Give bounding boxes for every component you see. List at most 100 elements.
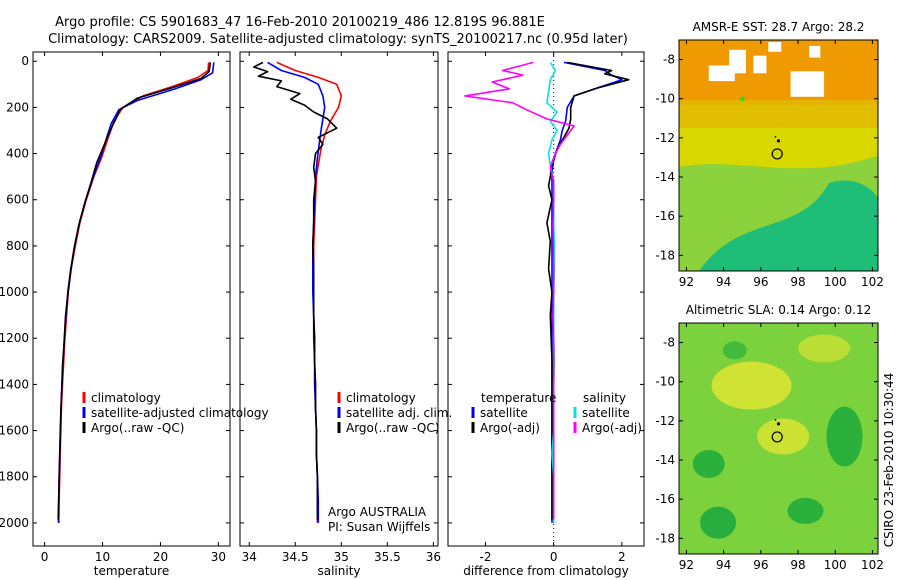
x-tick-label: 102: [861, 275, 884, 289]
y-tick-label: -10: [655, 92, 675, 106]
sst-map-title: AMSR-E SST: 28.7 Argo: 28.2: [693, 20, 865, 34]
x-tick-label: 98: [790, 558, 805, 572]
series-line-temperature-satellite: [551, 61, 623, 523]
legend-label: Argo(..raw -QC): [346, 421, 439, 435]
salinity-panel: 34 34.5 35 35.5 36 salinity climatologysatelli…: [239, 51, 452, 578]
y-tick-label: -16: [655, 492, 675, 506]
sla-low-region: [787, 497, 824, 524]
previous-position-marker: [774, 419, 777, 421]
annotation-text: Argo AUSTRALIA: [328, 505, 427, 519]
sst-map-frame: [678, 39, 879, 272]
x-tick-label: 94: [716, 275, 731, 289]
sst-missing-data-patch: [753, 55, 767, 74]
salinity-axes-frame: [239, 51, 439, 547]
sla-map-panel: 92 94 96 98 100 102 -8 -10 -12 -14 -16 -18 Altimetri…: [655, 303, 883, 572]
x-tick-label: 100: [824, 558, 847, 572]
sst-green-pixel: [740, 96, 745, 101]
y-tick-label: 2000: [0, 516, 29, 530]
sla-high-region: [798, 334, 851, 363]
sla-map-frame: [678, 322, 879, 555]
credit-text: CSIRO 23-Feb-2010 10:30:44: [882, 373, 896, 548]
sla-low-region: [700, 506, 737, 539]
previous-position-marker: [776, 139, 781, 143]
y-tick-label: 1600: [0, 424, 29, 438]
x-tick-label: 2: [618, 550, 626, 564]
title-line-2: Climatology: CARS2009. Satellite-adjuste…: [48, 32, 628, 47]
y-tick-label: -8: [663, 53, 675, 67]
sst-missing-data-patch: [729, 49, 746, 74]
x-tick-label: 35: [334, 550, 349, 564]
x-tick-label: 10: [95, 550, 110, 564]
difference-xlabel: difference from climatology: [463, 564, 629, 578]
y-tick-label: 1800: [0, 470, 29, 484]
sst-missing-data-patch: [768, 41, 782, 52]
y-tick-label: -14: [655, 453, 675, 467]
legend-label: Argo(..raw -QC): [91, 421, 184, 435]
x-tick-label: 102: [861, 558, 884, 572]
y-tick-label: -18: [655, 531, 675, 545]
legend-label: Argo(-adj): [480, 421, 540, 435]
x-tick-label: 34: [242, 550, 257, 564]
sst-missing-data-patch: [809, 45, 821, 58]
sla-map-title: Altimetric SLA: 0.14 Argo: 0.12: [686, 303, 871, 317]
argo-position-marker: [771, 148, 783, 160]
y-tick-label: -12: [655, 414, 675, 428]
title-line-1: Argo profile: CS 5901683_47 16-Feb-2010 …: [55, 15, 545, 30]
temperature-xlabel: temperature: [94, 564, 169, 578]
series-line-satellite-adjusted-climatology: [57, 62, 215, 523]
temperature-axes-frame: [32, 51, 231, 547]
x-tick-label: 0: [550, 550, 558, 564]
series-line-temperature-argo-adj: [546, 61, 630, 520]
x-tick-label: 94: [716, 558, 731, 572]
y-tick-label: -12: [655, 131, 675, 145]
legend-label: satellite adj. clim.: [346, 406, 452, 420]
y-tick-label: 200: [6, 100, 29, 114]
legend-title: salinity: [583, 391, 626, 405]
y-tick-label: 1200: [0, 331, 29, 345]
x-tick-label: 96: [753, 558, 768, 572]
sla-low-region: [826, 406, 863, 467]
temperature-panel: 0 10 20 30 0 200 400 600 800 1000 1200 1400 1600 1800…: [0, 51, 269, 578]
salinity-xlabel: salinity: [317, 564, 360, 578]
x-tick-label: 92: [679, 558, 694, 572]
y-tick-label: -14: [655, 170, 675, 184]
y-tick-label: 800: [6, 239, 29, 253]
x-tick-label: 92: [679, 275, 694, 289]
legend-label: climatology: [91, 391, 161, 405]
previous-position-marker: [774, 136, 777, 138]
x-tick-label: 30: [211, 550, 226, 564]
x-tick-label: 34.5: [282, 550, 309, 564]
legend-title: temperature: [481, 391, 556, 405]
y-tick-label: 1400: [0, 377, 29, 391]
series-line-salinity-argo-adj: [464, 61, 575, 520]
x-tick-label: 100: [824, 275, 847, 289]
y-tick-label: 600: [6, 193, 29, 207]
argo-position-marker: [771, 431, 783, 443]
series-line-climatology: [58, 62, 210, 523]
annotation-text: PI: Susan Wijffels: [328, 520, 430, 534]
x-tick-label: 96: [753, 275, 768, 289]
legend-label: satellite: [582, 406, 630, 420]
series-line-argo-raw-qc: [253, 61, 338, 520]
sst-missing-data-patch: [708, 65, 735, 82]
difference-axes-frame: [447, 51, 645, 547]
x-tick-label: -2: [480, 550, 492, 564]
x-tick-label: 20: [153, 550, 168, 564]
y-tick-label: -10: [655, 375, 675, 389]
sst-cold-region: [699, 180, 878, 271]
previous-position-marker: [776, 422, 781, 426]
y-tick-label: -16: [655, 209, 675, 223]
y-tick-label: 400: [6, 147, 29, 161]
series-line-argo-raw-qc: [57, 62, 212, 520]
x-tick-label: 98: [790, 275, 805, 289]
sla-low-region: [692, 449, 725, 478]
sla-low-region: [722, 341, 747, 360]
x-tick-label: 36: [426, 550, 441, 564]
legend-label: climatology: [346, 391, 416, 405]
sla-high-region: [711, 361, 792, 410]
sst-transition-region: [679, 100, 878, 128]
legend-label: satellite: [480, 406, 528, 420]
legend-label: Argo(-adj): [582, 421, 642, 435]
